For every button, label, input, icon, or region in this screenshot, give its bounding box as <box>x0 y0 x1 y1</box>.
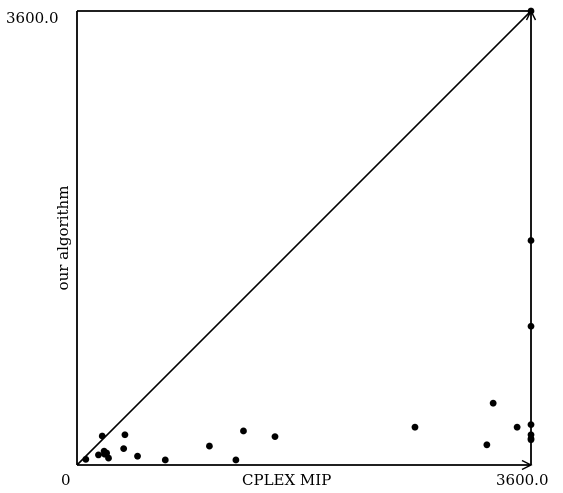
x-axis-arrowhead <box>521 459 533 471</box>
data-point <box>240 427 247 435</box>
data-point <box>527 421 535 429</box>
origin-tick-label: 0 <box>61 471 71 489</box>
diagonal-reference-line <box>76 10 532 466</box>
data-point <box>489 399 497 407</box>
x-max-tick-label: 3600.0 <box>496 471 549 489</box>
x-axis-label: CPLEX MIP <box>242 471 331 489</box>
y-max-tick-label: 3600.0 <box>6 9 59 27</box>
data-point <box>121 431 129 439</box>
data-point <box>98 432 106 440</box>
data-point <box>206 442 213 450</box>
data-point <box>120 445 128 453</box>
data-point <box>271 433 279 441</box>
data-point <box>513 423 521 431</box>
data-point <box>527 435 535 442</box>
data-point <box>161 456 169 464</box>
data-point <box>483 441 491 449</box>
data-point <box>134 452 141 460</box>
data-point <box>411 423 419 431</box>
data-point <box>82 455 90 463</box>
plot-frame <box>76 9 537 471</box>
y-axis-label: our algorithm <box>54 186 72 291</box>
data-point <box>95 451 102 459</box>
data-point <box>105 454 112 462</box>
data-point <box>232 456 240 464</box>
diagonal-reference-layer <box>76 10 532 466</box>
data-point <box>527 7 535 15</box>
data-point <box>527 322 535 330</box>
data-point <box>527 237 535 244</box>
data-points-layer <box>82 7 535 464</box>
